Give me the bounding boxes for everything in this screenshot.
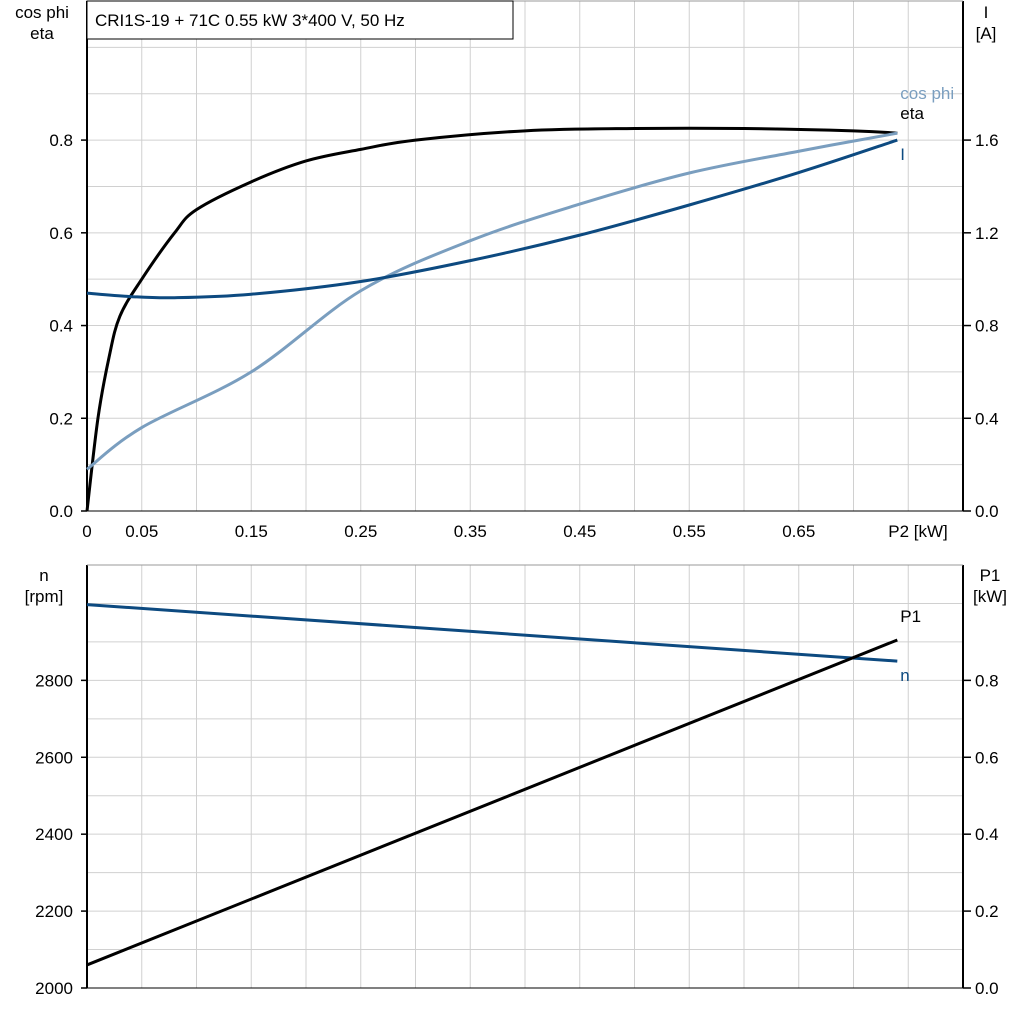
y-axis-label-left: cos phi (15, 3, 69, 22)
y-tick-label-right: 0.6 (975, 748, 999, 767)
x-tick-label: 0.55 (673, 522, 706, 541)
y-tick-label-left: 2400 (35, 825, 73, 844)
y-tick-label-right: 0.2 (975, 902, 999, 921)
y-axis-label-right: P1 (980, 566, 1001, 585)
y-axis-label-left: eta (30, 24, 54, 43)
y-tick-label-right: 0.4 (975, 825, 999, 844)
panel-1 (81, 0, 971, 512)
series-label-I: I (900, 145, 905, 164)
x-tick-label: 0.25 (344, 522, 377, 541)
series-label-n: n (900, 666, 909, 685)
x-tick-label: 0 (82, 522, 91, 541)
y-tick-label-left: 0.4 (49, 317, 73, 336)
y-tick-label-left: 0.8 (49, 131, 73, 150)
series-line-n (86, 603, 898, 663)
series-line-cos-phi (86, 131, 898, 471)
y-tick-label-left: 2000 (35, 979, 73, 998)
y-axis-label-right: [kW] (973, 587, 1007, 606)
y-tick-label-right: 0.8 (975, 317, 999, 336)
y-axis-label-left: [rpm] (25, 587, 64, 606)
y-tick-label-left: 2600 (35, 748, 73, 767)
x-tick-label: 0.45 (563, 522, 596, 541)
x-tick-label: 0.35 (454, 522, 487, 541)
y-tick-label-right: 0.8 (975, 671, 999, 690)
y-axis-label-left: n (39, 566, 48, 585)
y-tick-label-right: 1.6 (975, 131, 999, 150)
y-tick-label-right: 0.0 (975, 502, 999, 521)
series-label-eta: eta (900, 104, 924, 123)
y-tick-label-left: 0.6 (49, 224, 73, 243)
y-tick-label-right: 0.0 (975, 979, 999, 998)
y-axis-label-right: I (984, 3, 989, 22)
y-tick-label-right: 1.2 (975, 224, 999, 243)
series-label-cos-phi: cos phi (900, 84, 954, 103)
series-label-P1: P1 (900, 607, 921, 626)
series-line-I (86, 138, 898, 300)
y-tick-label-left: 2800 (35, 671, 73, 690)
x-axis-label: P2 [kW] (888, 522, 948, 541)
y-tick-label-left: 0.2 (49, 409, 73, 428)
y-axis-label-right: [A] (976, 24, 997, 43)
y-tick-label-left: 2200 (35, 902, 73, 921)
x-tick-label: 0.65 (782, 522, 815, 541)
series-line-eta (85, 126, 898, 512)
y-tick-label-left: 0.0 (49, 502, 73, 521)
chart-title: CRI1S-19 + 71C 0.55 kW 3*400 V, 50 Hz (95, 11, 405, 30)
title-box (86, 0, 514, 40)
x-tick-label: 0.15 (235, 522, 268, 541)
series-line-P1 (86, 638, 898, 967)
y-tick-label-right: 0.4 (975, 409, 999, 428)
panel-2 (81, 564, 971, 989)
x-tick-label: 0.05 (125, 522, 158, 541)
